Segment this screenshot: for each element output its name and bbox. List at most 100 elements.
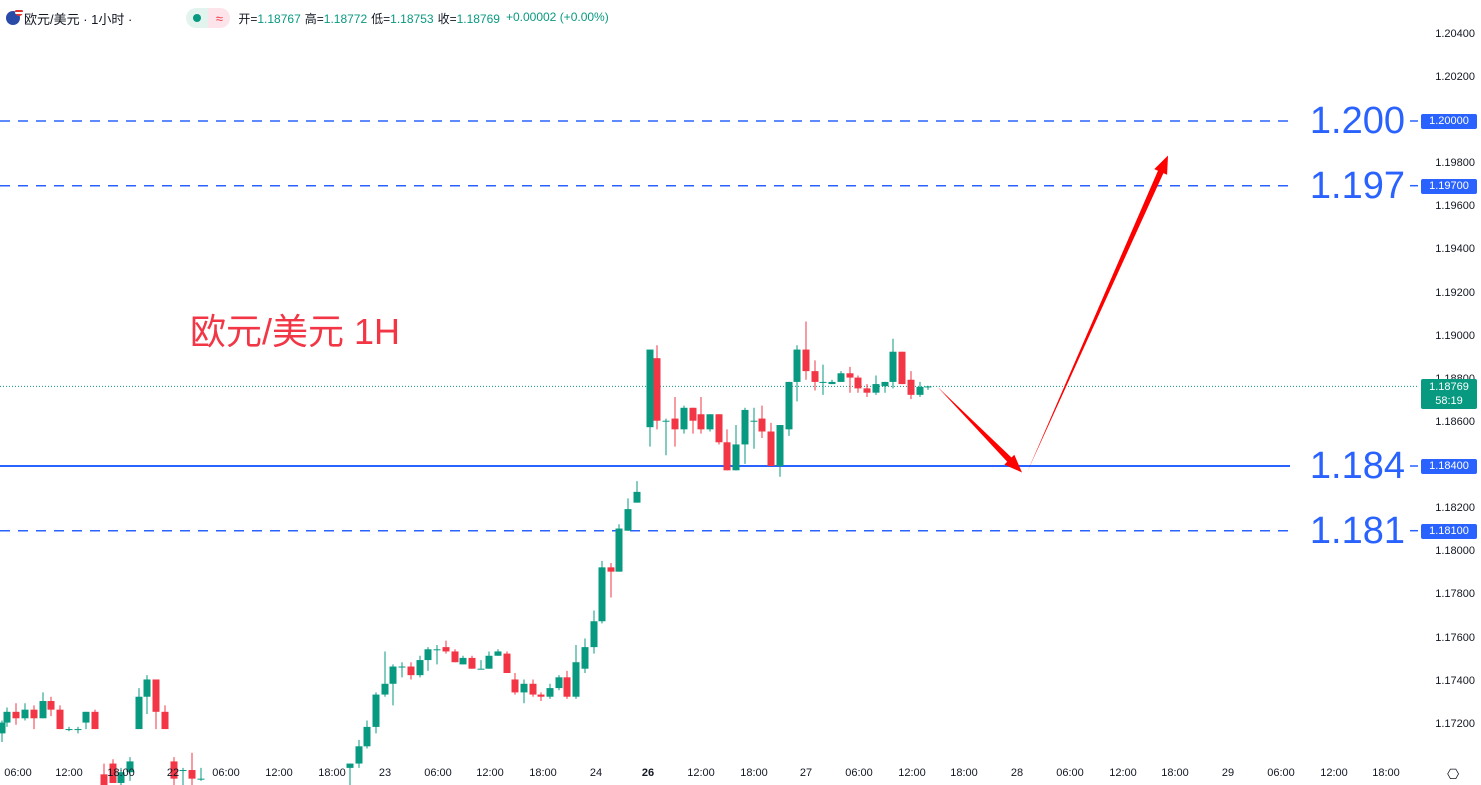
candle (179, 767, 187, 785)
chart-settings-icon[interactable]: ⎔ (1447, 766, 1460, 782)
candle (442, 640, 450, 654)
time-tick: 12:00 (687, 767, 715, 779)
candle (485, 651, 493, 669)
price-tag-1200: 1.20000 (1421, 114, 1477, 129)
candle (563, 670, 571, 699)
level-label-1184[interactable]: 1.184 (1309, 445, 1405, 487)
candle (750, 407, 758, 449)
candle (12, 703, 20, 725)
candle (793, 345, 801, 402)
candlesticks (0, 321, 932, 785)
candle (21, 703, 29, 721)
price-tick: 1.17600 (1435, 631, 1475, 644)
price-tick: 1.19000 (1435, 329, 1475, 342)
candle (598, 560, 606, 624)
candle (732, 425, 740, 471)
candle (135, 688, 143, 730)
candle (706, 414, 714, 432)
time-tick: 18:00 (529, 767, 557, 779)
candle (624, 498, 632, 531)
time-tick: 12:00 (1320, 767, 1348, 779)
projection-arrows (937, 155, 1168, 473)
time-tick: 12:00 (55, 767, 83, 779)
candle (776, 425, 784, 477)
low-item: 低=1.18753 (371, 11, 434, 26)
candle (56, 705, 64, 730)
level-label-1200[interactable]: 1.200 (1309, 100, 1405, 142)
time-tick: 06:00 (1267, 767, 1295, 779)
candle (47, 696, 55, 717)
time-tick: 24 (589, 767, 603, 779)
candle (537, 692, 545, 702)
time-tick: 06:00 (4, 767, 32, 779)
price-tick: 1.17200 (1435, 717, 1475, 730)
time-tick: 06:00 (1056, 767, 1084, 779)
price-tick: 1.18200 (1435, 502, 1475, 515)
level-label-1197[interactable]: 1.197 (1309, 165, 1405, 207)
candle (0, 720, 6, 742)
time-tick: 18:00 (1372, 767, 1400, 779)
status-pill[interactable]: ≈ (186, 8, 231, 28)
candle (689, 407, 697, 434)
time-tick: 29 (1221, 767, 1235, 779)
candle (468, 655, 476, 669)
last-price-tag: 1.18769 58:19 (1421, 379, 1477, 409)
price-tick: 1.18600 (1435, 415, 1475, 428)
candle (646, 349, 654, 447)
time-tick: 22 (166, 767, 180, 779)
price-tick: 1.17800 (1435, 588, 1475, 601)
candle (197, 767, 205, 781)
ohlc-values: 开=1.18767 高=1.18772 低=1.18753 收=1.18769 … (238, 10, 608, 27)
candle (161, 705, 169, 730)
price-tick: 1.17400 (1435, 674, 1475, 687)
time-tick: 26 (641, 767, 655, 779)
time-tick: 12:00 (1109, 767, 1137, 779)
candle (607, 563, 615, 598)
candle (863, 384, 871, 397)
candle (82, 711, 90, 730)
candle (143, 675, 151, 714)
candle (723, 429, 731, 471)
candle (715, 414, 723, 445)
time-tick: 06:00 (212, 767, 240, 779)
high-item: 高=1.18772 (304, 11, 368, 26)
symbol-title[interactable]: 欧元/美元 · 1小时 · (24, 11, 133, 27)
candle (520, 679, 528, 704)
candle (494, 649, 502, 656)
time-tick: 06:00 (424, 767, 452, 779)
candle (188, 752, 196, 785)
candle (758, 405, 766, 438)
candle (100, 763, 108, 785)
projection-arrow[interactable] (1027, 155, 1168, 473)
candle (546, 683, 554, 699)
price-tick: 1.20200 (1435, 70, 1475, 83)
level-label-1181[interactable]: 1.181 (1309, 510, 1405, 552)
price-tag-1184: 1.18400 (1421, 459, 1477, 474)
candle (91, 709, 99, 730)
candle (346, 763, 354, 785)
chart-annotation-text[interactable]: 欧元/美元 1H (190, 311, 401, 352)
price-tick: 1.19400 (1435, 243, 1475, 256)
candle (819, 364, 827, 395)
candle (785, 381, 793, 436)
candle (126, 757, 134, 781)
open-item: 开=1.18767 (238, 11, 301, 26)
time-tick: 18:00 (740, 767, 768, 779)
candle (846, 366, 854, 393)
candle (854, 375, 862, 393)
eurusd-flag-icon (6, 8, 23, 25)
candle (3, 707, 11, 727)
candle (802, 321, 810, 380)
projection-arrow[interactable] (937, 386, 1022, 473)
close-item: 收=1.18769 (437, 11, 500, 26)
last-price-value: 1.18769 (1429, 381, 1469, 393)
candle (590, 610, 598, 654)
time-tick: 23 (378, 767, 392, 779)
candle (555, 675, 563, 691)
candle (811, 360, 819, 391)
price-tick: 1.19600 (1435, 200, 1475, 213)
time-tick: 18:00 (1161, 767, 1189, 779)
price-tick: 1.18000 (1435, 545, 1475, 558)
candle (741, 407, 749, 464)
